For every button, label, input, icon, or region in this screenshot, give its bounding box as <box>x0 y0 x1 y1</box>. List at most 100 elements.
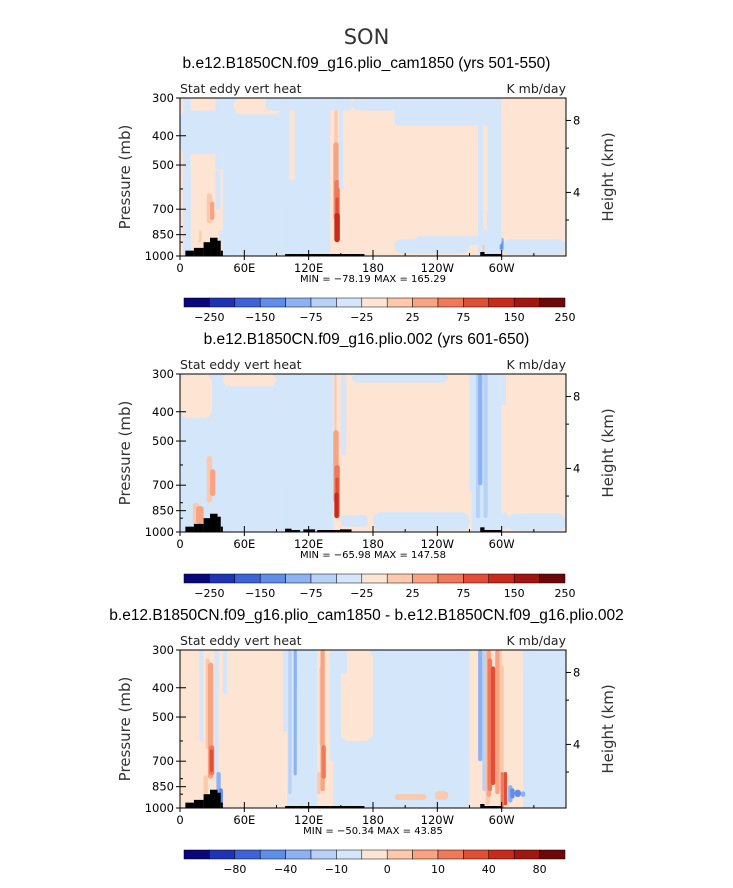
field-feature <box>478 650 483 762</box>
land-mask <box>217 240 221 256</box>
land-mask <box>480 527 485 532</box>
field-feature <box>500 771 504 808</box>
field-region <box>222 374 277 387</box>
colorbar-box <box>488 573 515 584</box>
field-feature <box>321 745 326 779</box>
field-region <box>501 239 566 255</box>
land-mask <box>203 794 211 808</box>
field-region <box>222 98 235 256</box>
colorbar-label: 250 <box>555 311 576 324</box>
field-feature <box>501 650 524 667</box>
land-mask <box>210 789 218 808</box>
colorbar-box <box>488 297 515 308</box>
land-mask <box>285 254 298 256</box>
field-feature <box>210 201 215 220</box>
field-feature <box>233 650 243 707</box>
field-feature <box>289 98 295 180</box>
colorbar-box <box>513 849 540 860</box>
land-mask <box>220 250 223 256</box>
land-mask <box>193 799 204 808</box>
colorbar-label: 75 <box>456 587 470 600</box>
x-tick-label: 180 <box>362 813 384 827</box>
field-feature <box>334 212 340 243</box>
field-feature <box>244 518 277 530</box>
field-feature <box>340 374 347 456</box>
colorbar-box <box>234 573 261 584</box>
colorbar-box <box>488 849 515 860</box>
field-feature <box>490 374 498 391</box>
y2-tick-label: 8 <box>573 389 580 403</box>
land-mask <box>340 529 352 532</box>
x-tick-label: 60W <box>489 537 515 551</box>
field-feature <box>340 650 348 674</box>
field-region <box>233 98 288 256</box>
colorbar-box <box>336 849 363 860</box>
field-region <box>501 98 566 256</box>
panels: b.e12.B1850CN.f09_g16.plio_cam1850 (yrs … <box>109 55 623 876</box>
y2-tick-label: 4 <box>573 737 580 751</box>
y-tick-label: 1000 <box>145 525 174 539</box>
min-max-stats: MIN = −78.19 MAX = 165.29 <box>300 274 446 285</box>
field-region <box>340 98 395 256</box>
field-feature <box>317 771 321 795</box>
colorbar-box <box>412 849 439 860</box>
min-max-stats: MIN = −50.34 MAX = 43.85 <box>303 826 443 837</box>
y-tick-label: 300 <box>152 643 174 657</box>
colorbar-box <box>412 573 439 584</box>
colorbar-label: −25 <box>350 587 373 600</box>
plot-area <box>180 650 566 808</box>
x-tick-label: 120E <box>294 261 323 275</box>
field-region <box>340 650 373 741</box>
plot-area <box>180 374 566 532</box>
field-feature <box>196 505 204 524</box>
land-mask <box>203 518 211 532</box>
land-mask <box>317 530 341 532</box>
colorbar-label: 150 <box>504 311 525 324</box>
field-region <box>244 650 288 807</box>
y-tick-label: 700 <box>152 478 174 492</box>
field-region <box>180 374 190 532</box>
colorbar-box <box>183 849 210 860</box>
colorbar-label: −80 <box>223 863 246 876</box>
panel-right-label: K mb/day <box>507 357 567 372</box>
y2-axis-label: Height (km) <box>599 684 617 773</box>
min-max-stats: MIN = −65.98 MAX = 147.58 <box>300 550 446 561</box>
land-mask <box>185 526 194 532</box>
colorbar-label: 25 <box>406 311 420 324</box>
field-feature <box>265 98 352 111</box>
panel-right-label: K mb/day <box>507 633 567 648</box>
field-feature <box>482 650 487 792</box>
land-mask <box>185 250 194 256</box>
land-mask <box>203 242 211 256</box>
x-tick-label: 180 <box>362 261 384 275</box>
y-tick-label: 400 <box>152 681 174 695</box>
y-tick-label: 850 <box>152 780 174 794</box>
colorbar-box <box>437 573 464 584</box>
plot-area <box>180 98 566 256</box>
field-feature <box>293 650 297 776</box>
x-tick-label: 60W <box>489 261 515 275</box>
colorbar-box <box>209 297 236 308</box>
colorbar-box <box>513 573 540 584</box>
field-region <box>180 650 186 808</box>
land-mask <box>193 523 204 532</box>
colorbar-box <box>209 573 236 584</box>
x-tick-label: 120W <box>421 537 454 551</box>
field-feature <box>510 788 515 799</box>
field-feature <box>285 98 291 206</box>
y-tick-label: 700 <box>152 202 174 216</box>
field-region <box>180 374 213 419</box>
field-feature <box>222 650 228 695</box>
field-feature <box>495 650 500 795</box>
land-mask <box>185 802 194 808</box>
field-feature <box>501 512 509 530</box>
colorbar-label: −75 <box>299 587 322 600</box>
field-region <box>373 512 470 531</box>
colorbar-box <box>310 849 337 860</box>
colorbar-label: 10 <box>431 863 445 876</box>
colorbar-box <box>259 297 286 308</box>
land-mask <box>220 802 223 808</box>
field-feature <box>296 687 301 795</box>
colorbar-label: 75 <box>456 311 470 324</box>
field-region <box>180 98 184 256</box>
